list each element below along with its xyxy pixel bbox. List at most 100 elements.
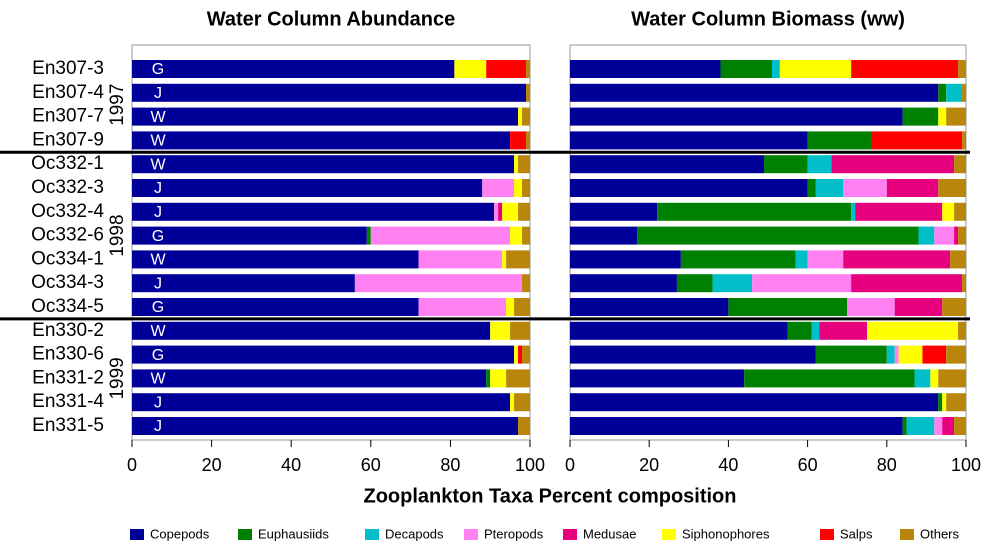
bar-segment — [132, 60, 455, 78]
legend-label: Decapods — [385, 526, 444, 541]
bar-segment — [570, 250, 681, 269]
category-label: En331-5 — [32, 415, 104, 436]
bar-segment — [570, 393, 939, 412]
bar-segment — [510, 226, 523, 245]
bar-segment — [855, 202, 943, 221]
bar-segment — [637, 226, 919, 245]
bar-segment — [779, 60, 852, 78]
bar-segment — [506, 250, 530, 269]
bar-segment — [680, 250, 796, 269]
bar-segment — [728, 298, 848, 316]
legend-label: Siphonophores — [682, 526, 770, 541]
bar-segment — [526, 83, 530, 102]
bar-segment — [570, 131, 808, 150]
bar-segment — [526, 60, 530, 78]
bar-segment — [902, 417, 907, 435]
bar-segment — [570, 274, 677, 293]
bar-segment — [942, 393, 947, 412]
bar-segment — [510, 393, 515, 412]
bar-segment — [851, 274, 963, 293]
legend-swatch — [563, 529, 577, 540]
bar-segment — [132, 83, 527, 102]
legend-item: Medusae — [563, 526, 636, 541]
x-tick-label: 100 — [951, 455, 981, 475]
category-label: Oc334-1 — [31, 248, 104, 269]
bar-segment — [657, 202, 852, 221]
bar-segment — [482, 179, 515, 197]
legend-label: Salps — [840, 526, 873, 541]
legend-swatch — [820, 529, 834, 540]
bar-segment — [514, 179, 523, 197]
bar-segment — [938, 179, 966, 197]
bar-segment — [506, 298, 515, 316]
bar-segment — [922, 345, 947, 364]
bar-segment — [807, 131, 871, 150]
bar-segment — [522, 226, 530, 245]
bar-segment — [831, 155, 955, 174]
group-label: 1997 — [107, 84, 128, 126]
bar-label: J — [154, 85, 162, 102]
bar-segment — [486, 369, 491, 388]
bar-segment — [418, 298, 507, 316]
bar-segment — [954, 202, 966, 221]
bar-segment — [752, 274, 852, 293]
bar-segment — [771, 60, 780, 78]
bar-segment — [570, 226, 638, 245]
bar-segment — [132, 369, 487, 388]
bar-segment — [906, 417, 935, 435]
bar-segment — [676, 274, 713, 293]
bar-segment — [934, 226, 955, 245]
bar-segment — [914, 369, 931, 388]
bar-segment — [418, 250, 503, 269]
bar-segment — [954, 226, 959, 245]
category-label: En307-7 — [32, 106, 104, 127]
bar-segment — [502, 250, 507, 269]
bar-segment — [570, 60, 721, 78]
legend-item: Decapods — [365, 526, 444, 541]
bar-segment — [518, 345, 523, 364]
bar-segment — [490, 321, 511, 340]
bar-segment — [132, 226, 367, 245]
bar-segment — [807, 155, 832, 174]
bar-segment — [514, 393, 530, 412]
bar-label: W — [150, 323, 166, 340]
bar-segment — [366, 226, 371, 245]
bar-label: G — [152, 347, 164, 364]
bar-segment — [942, 202, 955, 221]
category-label: En307-9 — [32, 129, 104, 150]
x-tick-label: 100 — [515, 455, 545, 475]
bar-segment — [522, 345, 530, 364]
bar-segment — [570, 417, 903, 435]
category-label: En307-3 — [32, 58, 104, 79]
bar-label: W — [150, 156, 166, 173]
category-label: Oc332-3 — [31, 177, 104, 198]
bar-label: G — [152, 299, 164, 316]
bar-segment — [930, 369, 939, 388]
bar-segment — [510, 321, 530, 340]
bar-segment — [851, 60, 959, 78]
bar-segment — [787, 321, 812, 340]
bar-segment — [847, 298, 895, 316]
bar-segment — [918, 226, 935, 245]
bar-segment — [518, 107, 523, 126]
category-label: En331-2 — [32, 367, 104, 388]
bar-segment — [962, 131, 966, 150]
legend-item: Siphonophores — [662, 526, 770, 541]
bar-segment — [807, 179, 816, 197]
category-label: Oc332-1 — [31, 153, 104, 174]
bar-segment — [522, 179, 530, 197]
bar-segment — [851, 202, 856, 221]
category-label: En330-6 — [32, 344, 104, 365]
category-label: Oc332-4 — [31, 201, 104, 222]
bar-label: J — [154, 204, 162, 221]
legend-item: Salps — [820, 526, 873, 541]
x-tick-label: 20 — [639, 455, 659, 475]
bar-segment — [570, 107, 903, 126]
legend-swatch — [365, 529, 379, 540]
bar-segment — [132, 155, 515, 174]
legend-item: Euphausiids — [238, 526, 329, 541]
bar-segment — [898, 345, 923, 364]
x-tick-label: 60 — [361, 455, 381, 475]
bar-segment — [720, 60, 772, 78]
